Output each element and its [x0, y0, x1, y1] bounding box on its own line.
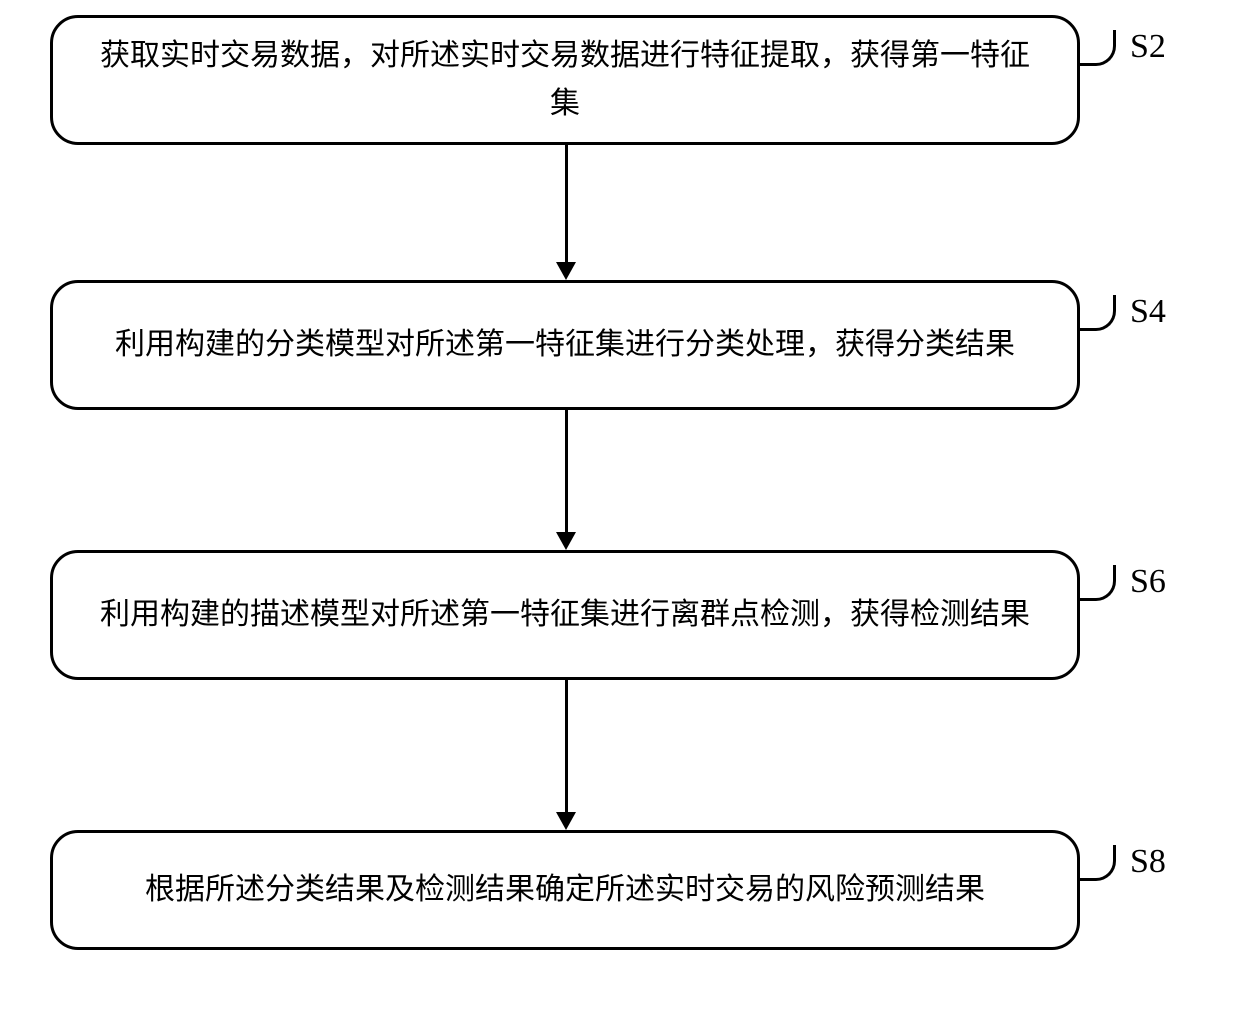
step-text-s6: 利用构建的描述模型对所述第一特征集进行离群点检测，获得检测结果	[100, 591, 1030, 639]
step-text-s2: 获取实时交易数据，对所述实时交易数据进行特征提取，获得第一特征集	[93, 32, 1037, 128]
step-label-s2: S2	[1130, 28, 1166, 66]
flowchart-container: 获取实时交易数据，对所述实时交易数据进行特征提取，获得第一特征集 S2 利用构建…	[0, 0, 1240, 1030]
arrow-line-1	[565, 145, 568, 262]
step-label-s6: S6	[1130, 563, 1166, 601]
arrow-line-2	[565, 410, 568, 532]
connector-s2	[1080, 30, 1116, 66]
step-box-s6: 利用构建的描述模型对所述第一特征集进行离群点检测，获得检测结果	[50, 550, 1080, 680]
step-text-s4: 利用构建的分类模型对所述第一特征集进行分类处理，获得分类结果	[115, 321, 1015, 369]
step-label-s8: S8	[1130, 843, 1166, 881]
arrow-head-2	[556, 532, 576, 550]
connector-s6	[1080, 565, 1116, 601]
connector-s8	[1080, 845, 1116, 881]
step-label-s4: S4	[1130, 293, 1166, 331]
step-text-s8: 根据所述分类结果及检测结果确定所述实时交易的风险预测结果	[145, 866, 985, 914]
arrow-line-3	[565, 680, 568, 812]
step-box-s4: 利用构建的分类模型对所述第一特征集进行分类处理，获得分类结果	[50, 280, 1080, 410]
step-box-s2: 获取实时交易数据，对所述实时交易数据进行特征提取，获得第一特征集	[50, 15, 1080, 145]
connector-s4	[1080, 295, 1116, 331]
step-box-s8: 根据所述分类结果及检测结果确定所述实时交易的风险预测结果	[50, 830, 1080, 950]
arrow-head-1	[556, 262, 576, 280]
arrow-head-3	[556, 812, 576, 830]
